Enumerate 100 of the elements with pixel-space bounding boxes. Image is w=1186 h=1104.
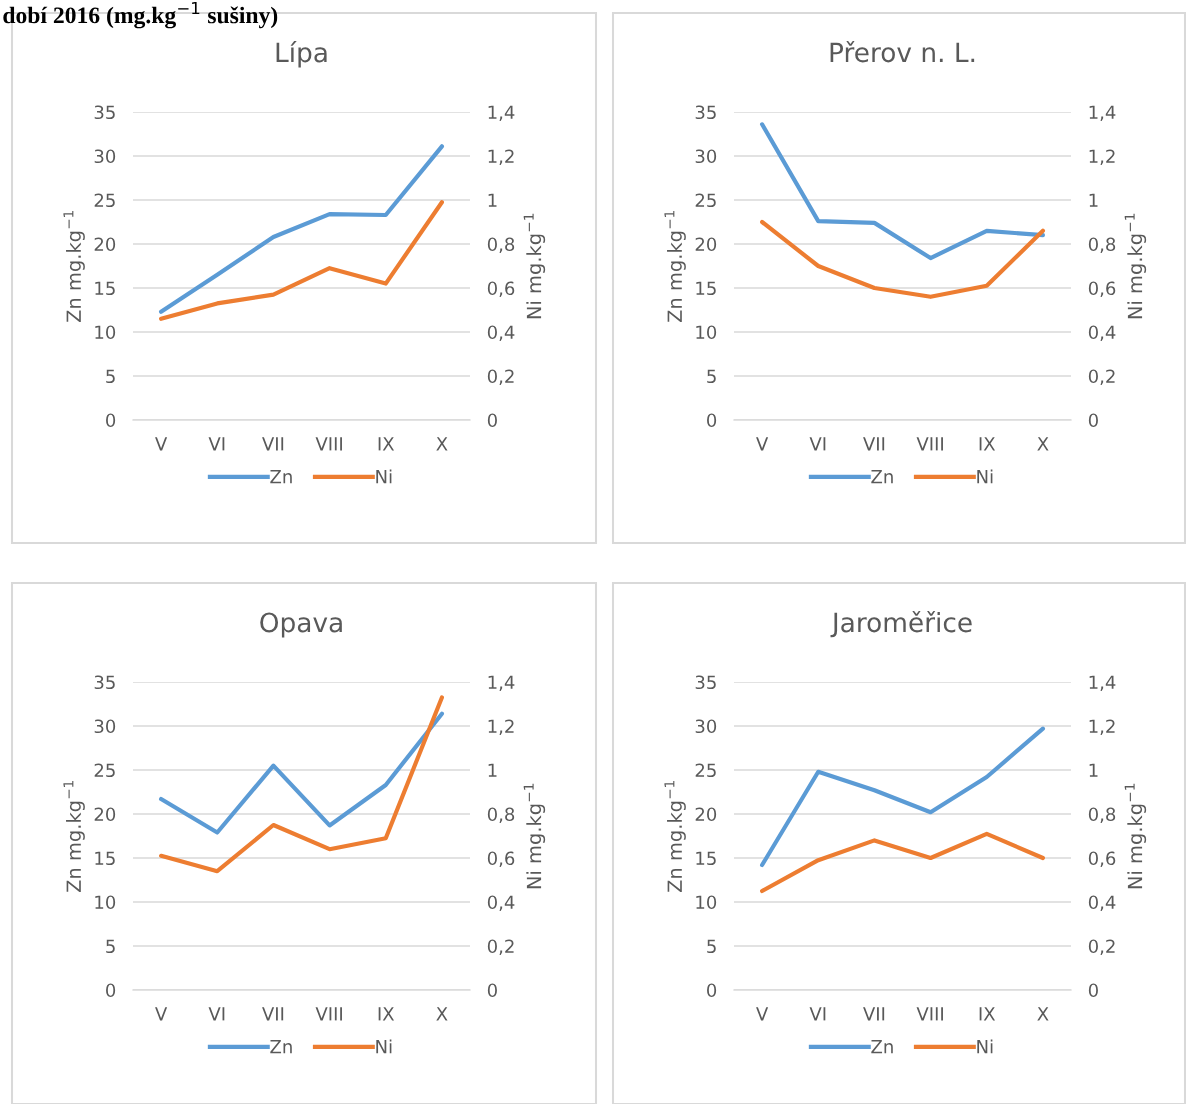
x-tick-label: IX — [378, 1007, 395, 1021]
x-tick-label: VIII — [916, 1007, 943, 1021]
y2-tick-label: 1,4 — [488, 105, 515, 121]
y2-tick-label: 1,4 — [1089, 675, 1116, 691]
x-tick-label: X — [436, 1007, 448, 1021]
y2-tick-label: 0,6 — [1088, 851, 1116, 867]
x-tick-label: IX — [979, 1007, 996, 1021]
y2-tick-label: 0,6 — [487, 851, 515, 867]
y2-tick-label: 0,8 — [487, 237, 515, 253]
y-tick-label: 15 — [696, 281, 716, 296]
y-tick-label: 20 — [94, 807, 116, 822]
y2-tick-label: 1 — [488, 763, 497, 777]
y2-tick-label: 1 — [1089, 763, 1098, 777]
y2-tick-label: 1,2 — [488, 149, 514, 165]
y-tick-label: 25 — [695, 763, 716, 778]
y-tick-label: 10 — [95, 325, 116, 340]
x-tick-label: V — [756, 437, 769, 451]
y-tick-label: 30 — [94, 719, 116, 734]
line-series — [759, 122, 1046, 261]
text: dobí 2016 (mg.kg$^{−1}$ sušiny) — [3, 2, 278, 29]
y-tick-label: 20 — [695, 807, 717, 822]
y-tick-label: 25 — [94, 193, 115, 208]
line-series — [158, 200, 445, 321]
y2-tick-label: 1,4 — [1089, 105, 1116, 121]
y-tick-label: 0 — [707, 983, 717, 998]
x-tick-label: VIII — [916, 437, 943, 451]
y-tick-label: 15 — [696, 851, 716, 866]
y-tick-label: 5 — [106, 369, 115, 384]
x-tick-label: X — [1037, 1007, 1049, 1021]
y2-axis-title: Ni mg.kg$^{−1}$ — [1124, 783, 1147, 889]
y2-tick-label: 0,2 — [1088, 369, 1115, 385]
y2-tick-label: 0,8 — [487, 807, 515, 823]
y2-tick-label: 0 — [1088, 413, 1098, 428]
y2-tick-label: 0 — [487, 413, 497, 428]
x-tick-label: VII — [262, 437, 284, 451]
legend-label: Ni — [376, 1039, 392, 1054]
y-axis-title: Zn mg.kg$^{−1}$ — [664, 210, 686, 322]
y-tick-label: 35 — [94, 675, 115, 690]
x-tick-label: VI — [208, 437, 225, 451]
y2-tick-label: 0,6 — [1088, 281, 1116, 297]
y-tick-label: 35 — [695, 105, 716, 120]
y-tick-label: 10 — [95, 895, 116, 910]
legend-label: Zn — [270, 1039, 292, 1054]
y-tick-label: 5 — [707, 369, 716, 384]
chart-title: Přerov n. L. — [830, 40, 975, 63]
y2-tick-label: 0 — [487, 983, 497, 998]
line-series — [759, 831, 1046, 894]
chart-title: Lípa — [276, 40, 327, 68]
y2-axis-title: Ni mg.kg$^{−1}$ — [1124, 213, 1147, 319]
x-tick-label: V — [756, 1007, 769, 1021]
y-tick-label: 15 — [95, 851, 115, 866]
legend-label: Zn — [871, 1039, 893, 1054]
y2-tick-label: 0,8 — [1088, 237, 1116, 253]
x-tick-label: VII — [262, 1007, 284, 1021]
x-tick-label: VII — [863, 1007, 885, 1021]
y-tick-label: 30 — [94, 149, 116, 164]
line-series — [158, 144, 445, 314]
y-tick-label: 15 — [95, 281, 115, 296]
y2-tick-label: 0,4 — [487, 895, 515, 911]
y2-tick-label: 0,6 — [487, 281, 515, 297]
legend-label: Ni — [977, 1039, 993, 1054]
y2-axis-title: Ni mg.kg$^{−1}$ — [523, 783, 546, 889]
x-tick-label: VI — [208, 1007, 225, 1021]
y-tick-label: 30 — [695, 149, 717, 164]
y2-tick-label: 0 — [1088, 983, 1098, 998]
y2-tick-label: 0,8 — [1088, 807, 1116, 823]
chart-title: Jaroměřice — [830, 610, 972, 638]
legend-label: Zn — [270, 469, 292, 484]
legend-label: Zn — [871, 469, 893, 484]
y-tick-label: 0 — [106, 413, 116, 428]
y-tick-label: 25 — [695, 193, 716, 208]
x-tick-label: IX — [378, 437, 395, 451]
x-tick-label: X — [436, 437, 448, 451]
y2-tick-label: 0,2 — [487, 369, 514, 385]
y-tick-label: 20 — [94, 237, 116, 252]
x-tick-label: VIII — [315, 437, 342, 451]
y-tick-label: 35 — [695, 675, 716, 690]
line-series — [158, 695, 445, 874]
legend-label: Ni — [977, 469, 993, 484]
y2-tick-label: 0,4 — [1088, 895, 1116, 911]
y2-tick-label: 1,2 — [488, 719, 514, 735]
x-tick-label: VIII — [315, 1007, 342, 1021]
y2-tick-label: 1 — [488, 193, 497, 207]
y2-tick-label: 1,2 — [1089, 149, 1115, 165]
y-tick-label: 25 — [94, 763, 115, 778]
y-tick-label: 10 — [696, 325, 717, 340]
y-tick-label: 0 — [707, 413, 717, 428]
y2-tick-label: 1,2 — [1089, 719, 1115, 735]
line-series — [759, 219, 1046, 299]
y-axis-title: Zn mg.kg$^{−1}$ — [63, 780, 85, 892]
y2-tick-label: 1 — [1089, 193, 1098, 207]
chart-title: Opava — [260, 612, 342, 638]
x-tick-label: V — [155, 437, 168, 451]
y2-tick-label: 0,2 — [487, 939, 514, 955]
line-series — [158, 711, 445, 835]
x-tick-label: IX — [979, 437, 996, 451]
y2-tick-label: 1,4 — [488, 675, 515, 691]
x-tick-label: VII — [863, 437, 885, 451]
y-tick-label: 5 — [707, 939, 716, 954]
y-tick-label: 20 — [695, 237, 717, 252]
